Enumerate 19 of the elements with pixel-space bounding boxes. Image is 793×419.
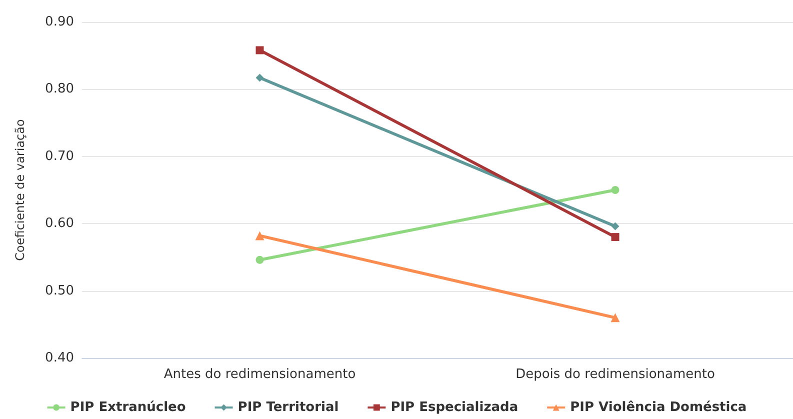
legend-label: PIP Especializada (390, 400, 518, 415)
y-axis-title: Coeficiente de variação (13, 119, 27, 261)
legend-label: PIP Violência Doméstica (570, 400, 747, 415)
point (256, 256, 264, 264)
y-tick-label: 0.40 (45, 350, 74, 366)
y-tick-label: 0.80 (45, 82, 74, 97)
x-tick-label: Depois do redimensionamento (516, 367, 715, 382)
y-tick-label: 0.70 (45, 148, 74, 164)
point (611, 222, 620, 230)
y-tick-label: 0.90 (45, 14, 74, 30)
point (611, 186, 620, 194)
point (256, 74, 264, 82)
legend-label: PIP Territorial (238, 400, 339, 415)
point (611, 233, 620, 242)
point (256, 46, 264, 54)
legend-label: PIP Extranúcleo (70, 400, 186, 415)
y-tick-label: 0.60 (45, 216, 74, 232)
y-tick-label: 0.50 (45, 283, 74, 298)
x-tick-label: Antes do redimensionamento (164, 367, 356, 382)
